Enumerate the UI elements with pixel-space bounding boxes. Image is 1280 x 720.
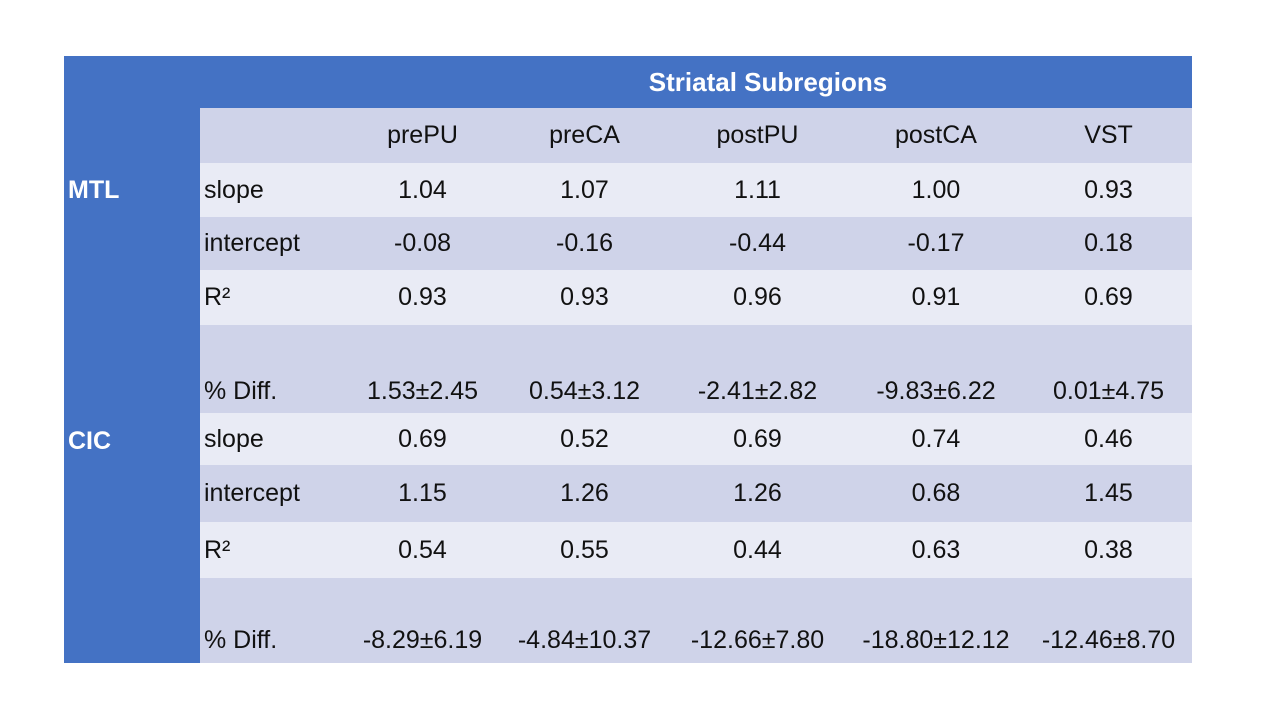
column-header: preCA	[549, 121, 620, 149]
table-cell: 0.46	[1084, 424, 1133, 453]
table-cell: 1.15	[398, 479, 447, 507]
table-cell: -4.84±10.37	[517, 626, 652, 654]
table-cell: 0.74	[911, 424, 961, 453]
table-cell: 1.26	[560, 479, 609, 507]
table-cell: 0.63	[911, 535, 961, 564]
table-cell: -18.80±12.12	[862, 626, 1010, 654]
table-cell: 0.93	[398, 283, 447, 311]
row-label: intercept	[204, 229, 300, 257]
table-cell: 0.69	[1084, 283, 1133, 311]
table-cell: 0.18	[1084, 229, 1133, 257]
spacer-row	[200, 325, 1192, 369]
table-cell: 1.45	[1084, 479, 1133, 507]
spacer-row	[200, 578, 1192, 618]
table-cell: -12.66±7.80	[690, 626, 825, 654]
row-group-column: MTL CIC	[64, 56, 200, 663]
table-cell: -0.16	[556, 229, 613, 257]
table-cell: 1.04	[398, 175, 447, 204]
table-row-cic-intercept: intercept 1.15 1.26 1.26 0.68 1.45	[200, 465, 1192, 522]
table-cell: -2.41±2.82	[697, 376, 818, 405]
row-label: % Diff.	[204, 626, 278, 654]
table-cell: 0.91	[911, 283, 961, 311]
table-row-cic-pctdiff: % Diff. -8.29±6.19 -4.84±10.37 -12.66±7.…	[200, 618, 1192, 663]
regression-results-table: MTL CIC Striatal Subregions prePU preCA …	[64, 56, 1192, 663]
table-cell: 1.00	[911, 175, 961, 204]
row-label: R²	[204, 283, 231, 311]
table-cell: 0.69	[733, 424, 782, 453]
table-cell: -12.46±8.70	[1041, 626, 1176, 654]
table-cell: -0.17	[907, 229, 965, 257]
table-row-mtl-intercept: intercept -0.08 -0.16 -0.44 -0.17 0.18	[200, 217, 1192, 270]
column-header-row: prePU preCA postPU postCA VST	[200, 108, 1192, 163]
table-title: Striatal Subregions	[648, 67, 888, 97]
column-header: prePU	[387, 121, 458, 149]
table-row-mtl-pctdiff: % Diff. 1.53±2.45 0.54±3.12 -2.41±2.82 -…	[200, 369, 1192, 413]
table-title-bar: Striatal Subregions	[200, 56, 1192, 108]
row-group-label-cic: CIC	[68, 427, 112, 455]
table-row-mtl-rsquared: R² 0.93 0.93 0.96 0.91 0.69	[200, 270, 1192, 325]
table-body: prePU preCA postPU postCA VST slope 1.04…	[200, 108, 1192, 663]
table-cell: 0.54	[398, 535, 447, 564]
table-cell: 1.11	[734, 175, 781, 204]
table-cell: 0.96	[733, 283, 782, 311]
table-cell: 0.69	[398, 424, 447, 453]
row-label: R²	[204, 535, 231, 564]
table-cell: -9.83±6.22	[876, 376, 996, 405]
table-cell: -8.29±6.19	[362, 626, 483, 654]
table-row-mtl-slope: slope 1.04 1.07 1.11 1.00 0.93	[200, 163, 1192, 217]
table-cell: 0.52	[560, 424, 609, 453]
table-cell: -0.44	[729, 229, 786, 257]
table-cell: 0.68	[911, 479, 961, 507]
table-cell: 0.54±3.12	[528, 376, 641, 405]
row-label: % Diff.	[204, 376, 278, 405]
column-header: postCA	[895, 121, 977, 149]
row-label: slope	[204, 175, 264, 204]
table-row-cic-slope: slope 0.69 0.52 0.69 0.74 0.46	[200, 413, 1192, 465]
table-cell: 0.01±4.75	[1052, 376, 1165, 405]
table-cell: 1.53±2.45	[366, 376, 479, 405]
column-header: VST	[1084, 121, 1133, 149]
table-cell: 0.93	[560, 283, 609, 311]
table-cell: 0.38	[1084, 535, 1133, 564]
table-cell: 1.26	[733, 479, 782, 507]
table-cell: 0.55	[560, 535, 609, 564]
table-cell: 1.07	[560, 175, 609, 204]
table-row-cic-rsquared: R² 0.54 0.55 0.44 0.63 0.38	[200, 522, 1192, 578]
row-label: intercept	[204, 479, 300, 507]
row-label: slope	[204, 424, 264, 453]
table-cell: 0.44	[733, 535, 782, 564]
table-cell: -0.08	[394, 229, 451, 257]
row-group-label-mtl: MTL	[68, 176, 120, 204]
column-header: postPU	[716, 121, 799, 149]
table-cell: 0.93	[1084, 175, 1133, 204]
